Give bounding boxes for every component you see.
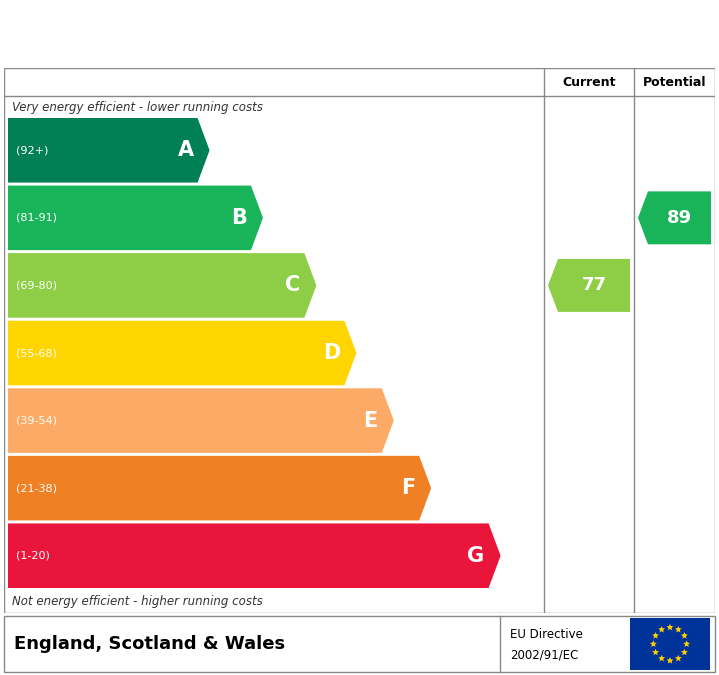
Text: E: E <box>364 410 377 431</box>
Polygon shape <box>638 192 711 244</box>
Text: Not energy efficient - higher running costs: Not energy efficient - higher running co… <box>12 595 262 608</box>
Polygon shape <box>667 624 674 630</box>
Polygon shape <box>8 321 357 385</box>
Text: C: C <box>285 275 301 296</box>
Text: 77: 77 <box>582 277 607 294</box>
Polygon shape <box>8 388 394 453</box>
Polygon shape <box>8 253 316 318</box>
Polygon shape <box>8 523 500 588</box>
Text: 2002/91/EC: 2002/91/EC <box>510 649 578 662</box>
Text: Energy Efficiency Rating: Energy Efficiency Rating <box>16 20 436 49</box>
Polygon shape <box>8 186 263 250</box>
Text: A: A <box>178 140 193 160</box>
Polygon shape <box>650 641 657 647</box>
Text: Very energy efficient - lower running costs: Very energy efficient - lower running co… <box>12 101 263 113</box>
Polygon shape <box>548 259 630 312</box>
Text: EU Directive: EU Directive <box>510 628 583 641</box>
Polygon shape <box>658 655 665 662</box>
Text: G: G <box>467 545 485 566</box>
Polygon shape <box>8 118 209 182</box>
Text: (21-38): (21-38) <box>16 483 57 493</box>
Polygon shape <box>681 632 688 639</box>
Text: Potential: Potential <box>643 76 706 88</box>
Text: (55-68): (55-68) <box>16 348 57 358</box>
Polygon shape <box>8 456 431 520</box>
Polygon shape <box>681 649 688 655</box>
Text: B: B <box>231 208 247 228</box>
Polygon shape <box>683 641 690 647</box>
Text: D: D <box>323 343 340 363</box>
Text: (81-91): (81-91) <box>16 213 57 223</box>
Polygon shape <box>675 655 682 662</box>
Text: (69-80): (69-80) <box>16 280 57 290</box>
Text: (92+): (92+) <box>16 145 48 155</box>
Polygon shape <box>675 626 682 632</box>
Text: (1-20): (1-20) <box>16 551 50 561</box>
Polygon shape <box>652 632 659 639</box>
Text: England, Scotland & Wales: England, Scotland & Wales <box>14 635 285 653</box>
Polygon shape <box>667 657 674 664</box>
Text: F: F <box>401 478 415 498</box>
Polygon shape <box>658 626 665 632</box>
Bar <box>630 618 710 670</box>
Text: (39-54): (39-54) <box>16 416 57 425</box>
Text: Current: Current <box>562 76 615 88</box>
Polygon shape <box>652 649 659 655</box>
Text: 89: 89 <box>667 209 692 227</box>
